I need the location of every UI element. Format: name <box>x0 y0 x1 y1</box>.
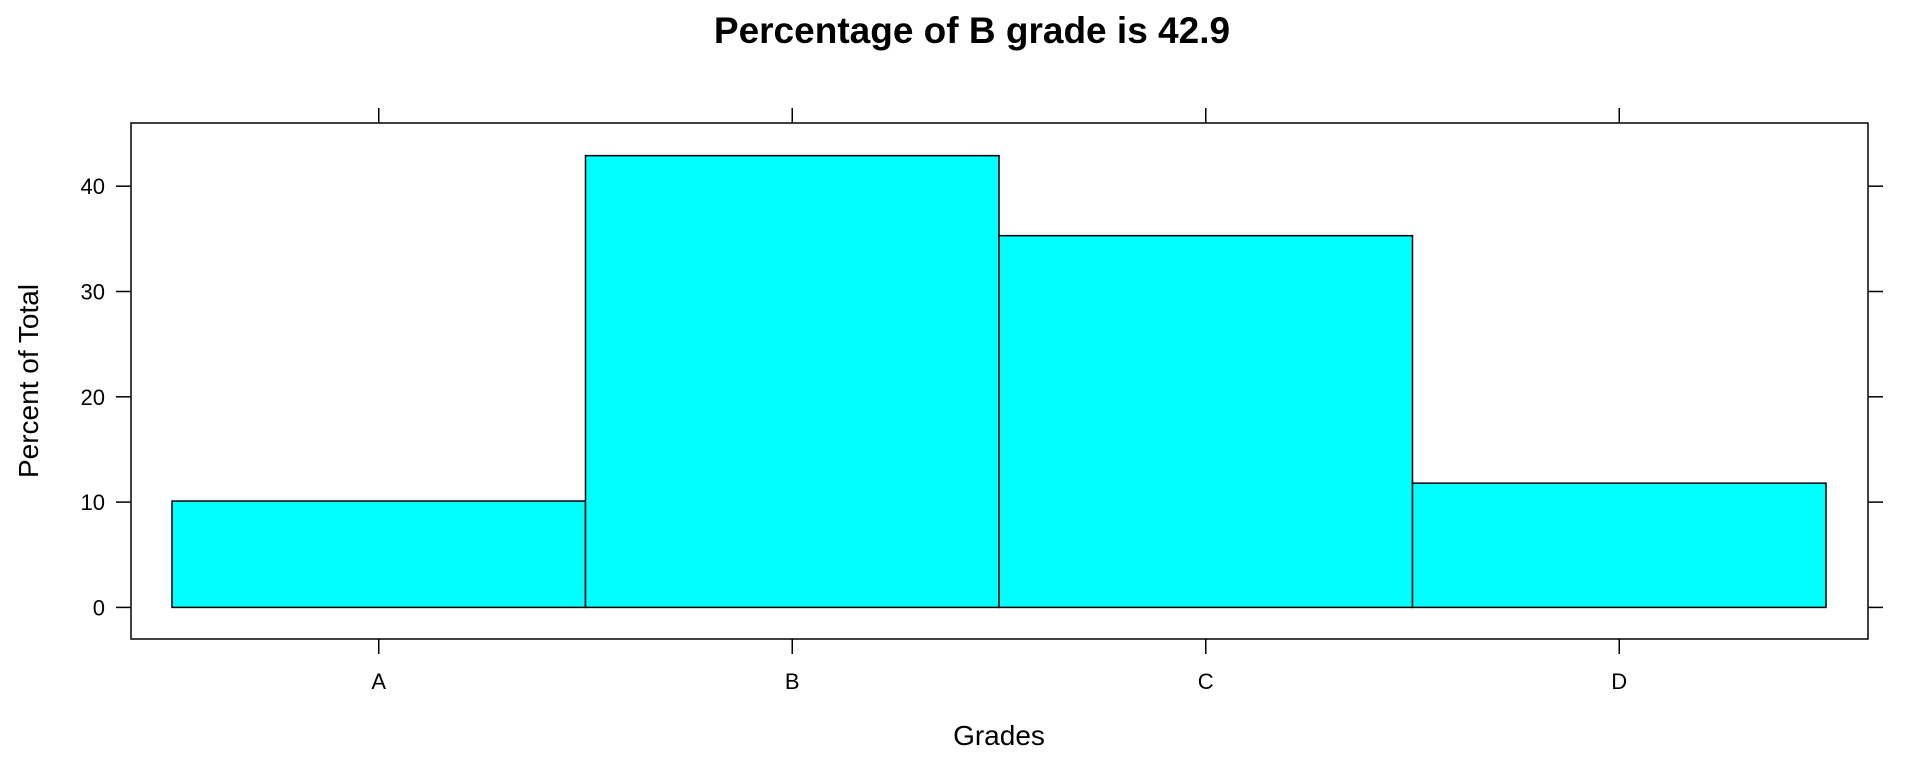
y-axis-left: 0 10 20 30 40 <box>81 174 131 620</box>
x-axis-label: Grades <box>953 720 1045 751</box>
chart-title: Percentage of B grade is 42.9 <box>714 10 1230 51</box>
y-tick-label-40: 40 <box>81 174 105 199</box>
y-tick-label-30: 30 <box>81 279 105 304</box>
bars-group <box>171 154 1827 609</box>
y-tick-label-10: 10 <box>81 490 105 515</box>
x-tick-label-d: D <box>1611 669 1627 694</box>
y-axis-label: Percent of Total <box>13 284 44 478</box>
y-axis-right <box>1868 185 1883 609</box>
bar-b <box>584 154 1000 609</box>
x-axis-top <box>378 108 1620 123</box>
bar-d <box>1411 482 1827 609</box>
y-tick-label-0: 0 <box>93 595 105 620</box>
x-tick-label-c: C <box>1198 669 1214 694</box>
bar-a <box>171 500 587 609</box>
x-axis-bottom: A B C D <box>371 639 1627 694</box>
bar-c <box>998 234 1414 609</box>
plot-frame <box>130 122 1869 640</box>
x-tick-label-a: A <box>371 669 386 694</box>
x-tick-label-b: B <box>785 669 800 694</box>
y-tick-label-20: 20 <box>81 385 105 410</box>
